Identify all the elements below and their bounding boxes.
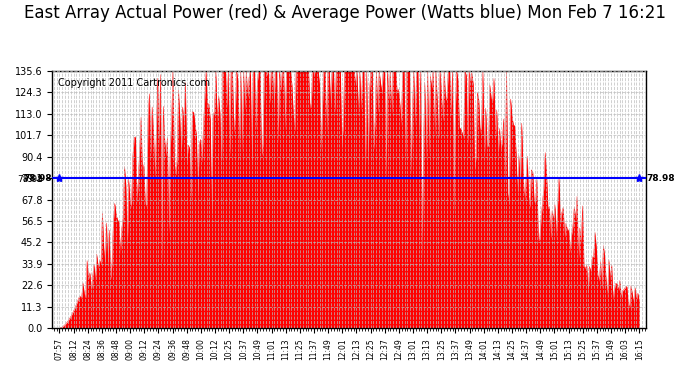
Text: East Array Actual Power (red) & Average Power (Watts blue) Mon Feb 7 16:21: East Array Actual Power (red) & Average …	[24, 4, 666, 22]
Text: 78.98: 78.98	[647, 174, 675, 183]
Text: 78.98: 78.98	[23, 174, 52, 183]
Text: Copyright 2011 Cartronics.com: Copyright 2011 Cartronics.com	[58, 78, 210, 88]
